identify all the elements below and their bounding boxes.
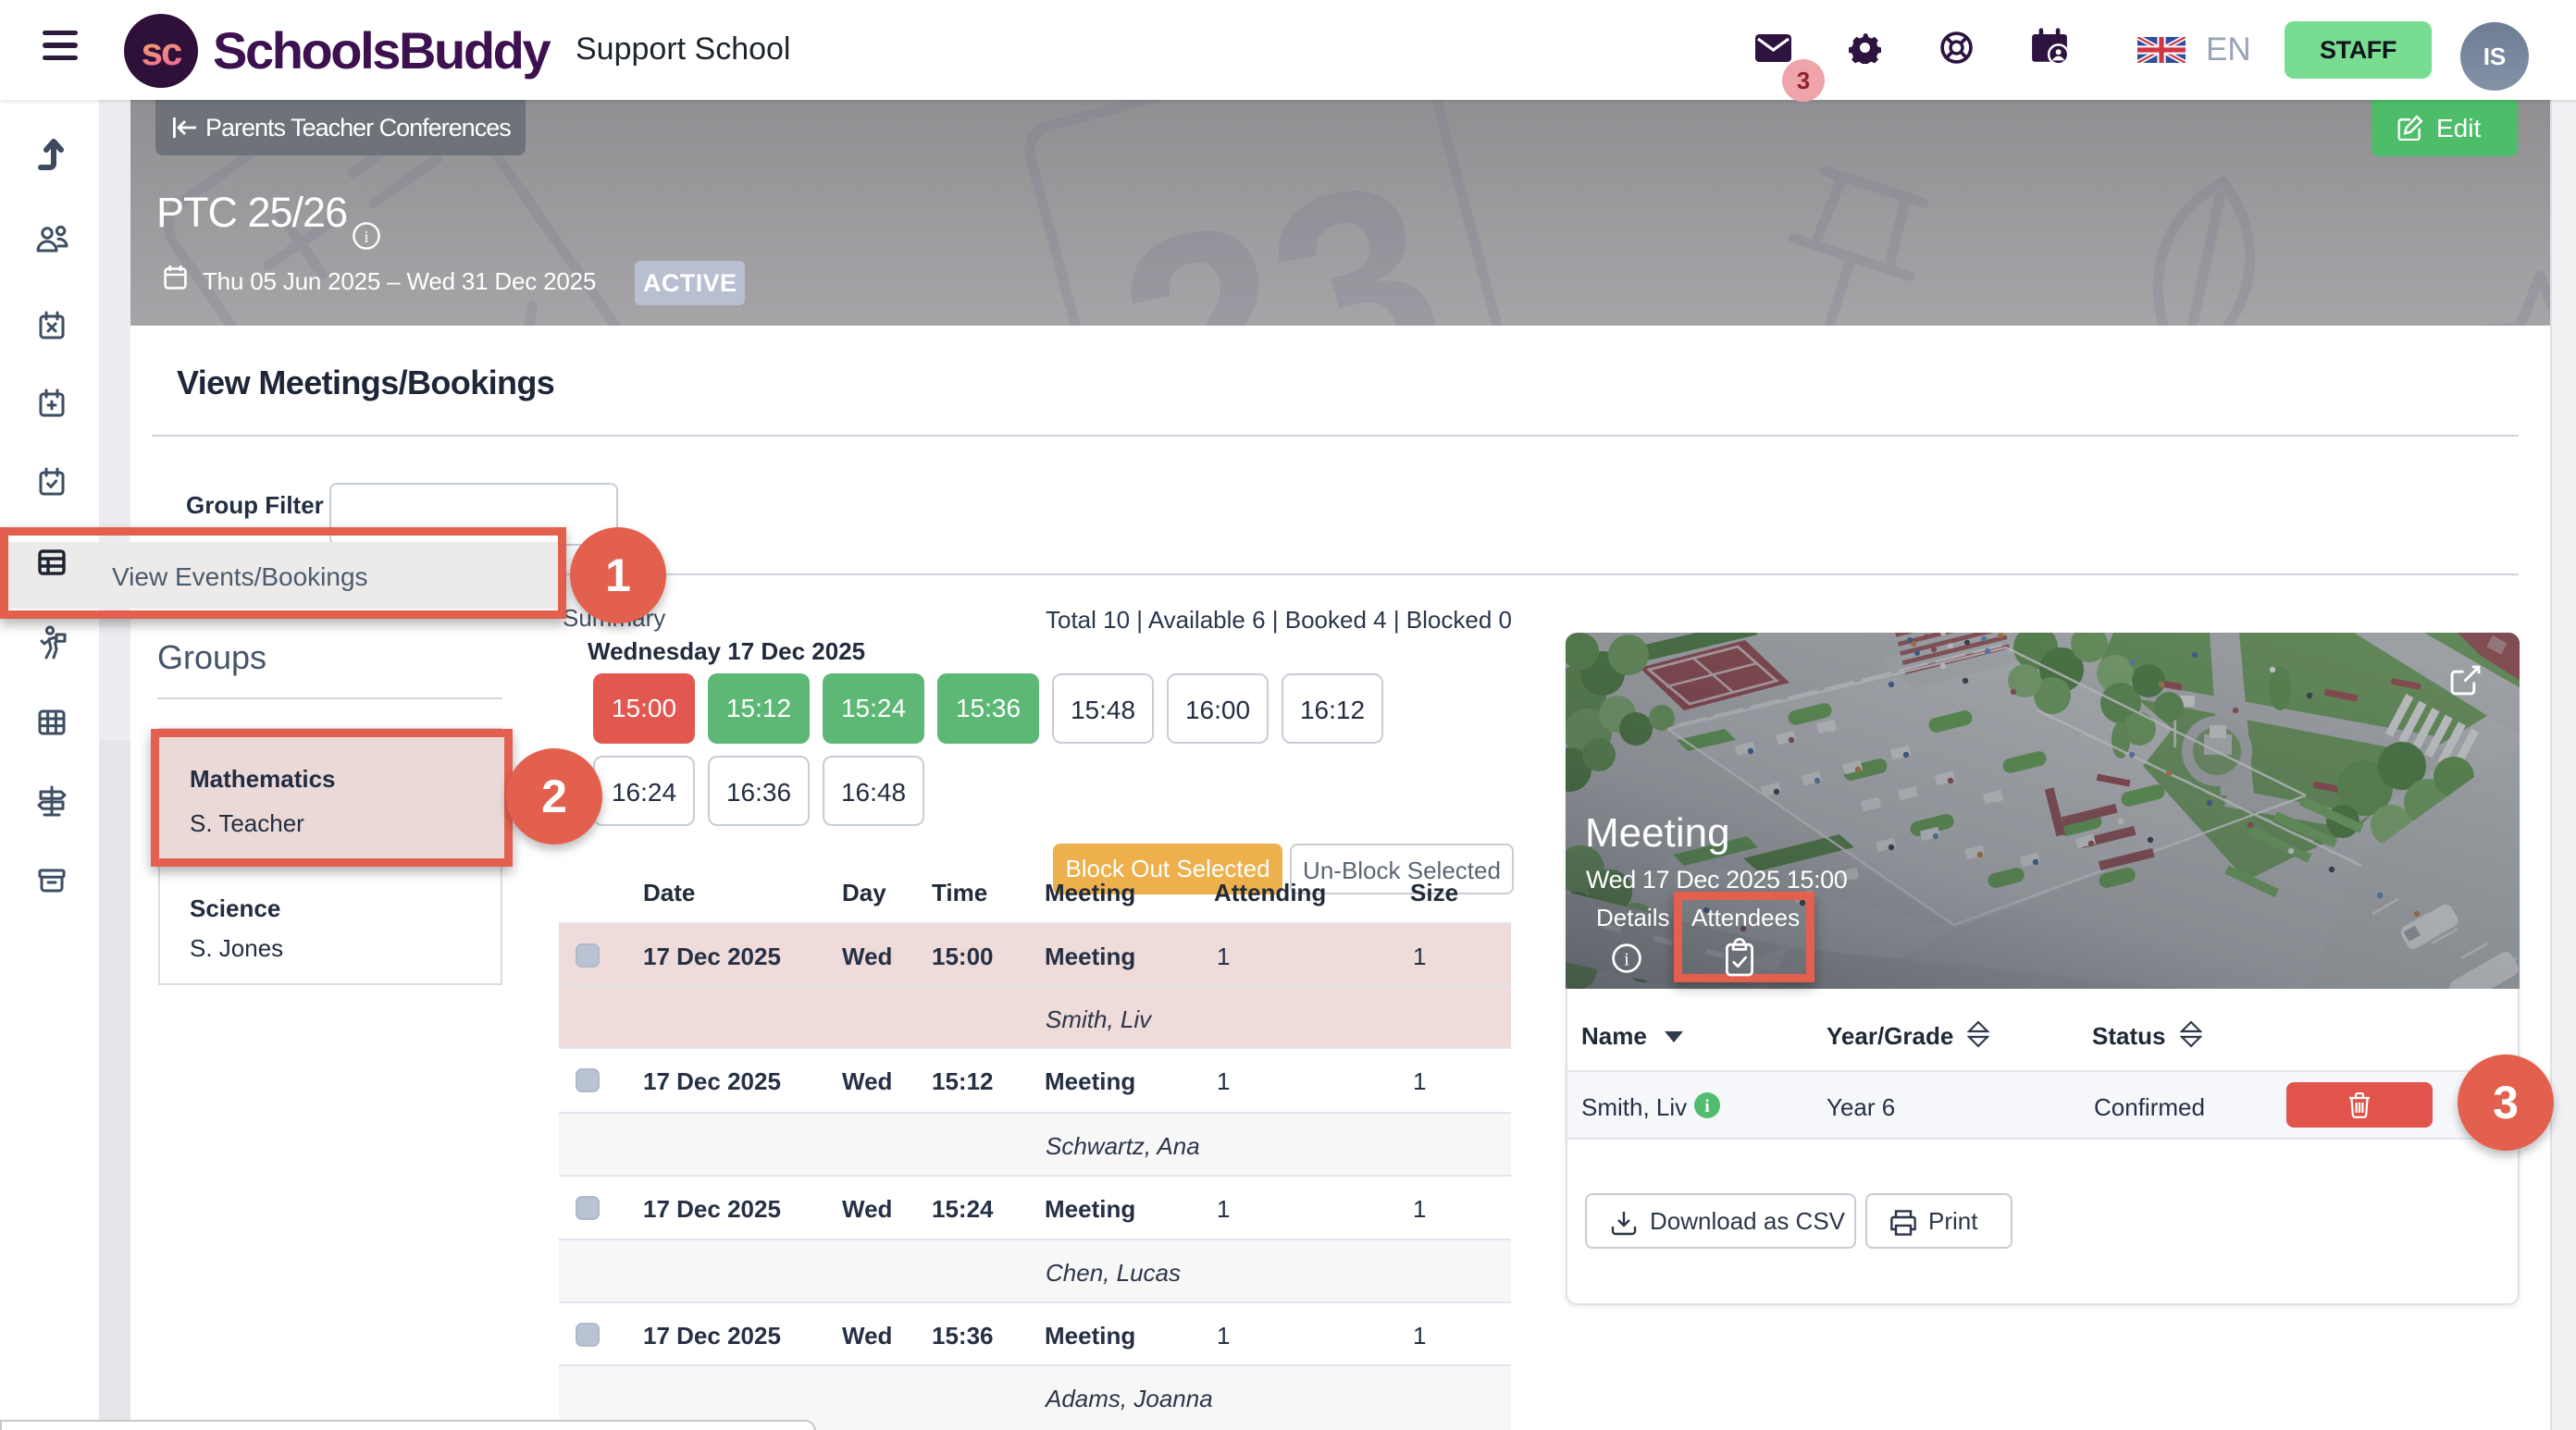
svg-text:i: i — [1624, 950, 1629, 970]
svg-text:i: i — [1704, 1097, 1709, 1116]
svg-text:sc: sc — [142, 30, 182, 73]
svg-text:i: i — [364, 228, 368, 246]
svg-text:23: 23 — [1092, 118, 1470, 326]
